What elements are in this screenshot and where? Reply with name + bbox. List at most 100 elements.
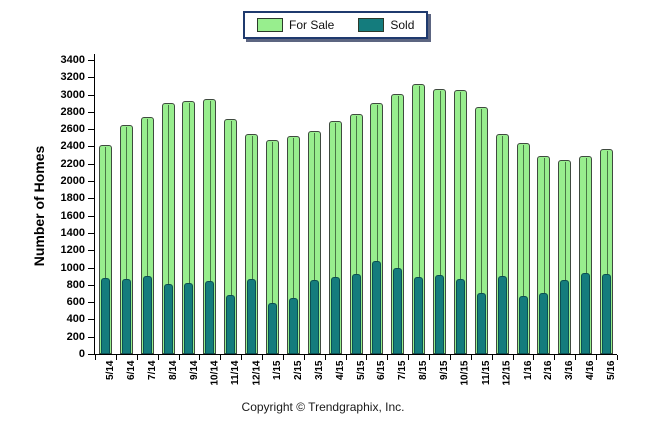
x-tick [345,355,347,360]
bar-sold [226,295,236,354]
for-sale-swatch [257,18,283,32]
bar-shading-line [293,138,295,353]
x-tick-label: 7/14 [146,360,158,380]
x-tick [512,355,514,360]
y-tick [88,94,94,96]
bar-shading-line [523,145,525,353]
y-axis-title: Number of Homes [31,145,47,267]
x-tick [324,355,326,360]
bar-shading-line [543,157,545,353]
y-tick [88,163,94,165]
bar-sold [247,278,257,354]
x-tick [366,355,368,360]
x-axis-line [94,354,617,355]
bar-shading-line [481,108,483,353]
bar-shading-line [460,92,462,353]
y-tick-label: 1600 [60,209,85,222]
bar-sold [602,273,612,354]
x-tick [241,355,243,360]
x-tick [303,355,305,360]
bar-sold [267,302,277,354]
bar-sold [163,283,173,354]
bar-sold [539,292,549,354]
x-tick [617,355,618,360]
y-axis-line [94,54,95,355]
x-tick-label: 10/15 [459,360,471,386]
x-tick [115,355,117,360]
x-tick [408,355,410,360]
bar-sold [476,293,486,354]
legend-label-sold: Sold [390,18,415,32]
x-tick-label: 1/15 [271,360,283,380]
y-tick-label: 1200 [60,244,85,257]
y-tick-label: 600 [66,296,85,309]
bar-shading-line [376,105,378,353]
x-tick-label: 3/16 [564,360,576,380]
x-tick [575,355,577,360]
x-tick-label: 1/16 [522,360,534,380]
bar-shading-line [314,132,316,353]
bar-shading-line [105,146,107,353]
y-tick [88,319,94,321]
y-tick [88,284,94,286]
x-tick [95,355,96,360]
y-tick [88,181,94,183]
x-tick-label: 6/15 [376,360,388,380]
y-tick-label: 800 [66,278,85,291]
bar-sold [372,260,382,354]
y-tick [88,336,94,338]
bar-sold [497,276,507,354]
y-tick [88,77,94,79]
y-tick [88,111,94,113]
y-tick [88,302,94,304]
bar-sold [184,283,194,354]
x-tick-label: 2/15 [292,360,304,380]
bar-sold [142,276,152,354]
x-tick-label: 5/15 [355,360,367,380]
x-tick-label: 9/15 [439,360,451,380]
y-tick [88,146,94,148]
x-tick-label: 11/15 [480,360,492,385]
x-tick-label: 12/15 [501,360,513,386]
x-tick-label: 8/14 [167,360,179,380]
bar-sold [351,273,361,354]
x-tick [282,355,284,360]
y-tick [88,267,94,269]
bar-shading-line [418,86,420,353]
x-tick [220,355,222,360]
y-tick [88,232,94,234]
x-tick-label: 3/15 [313,360,325,380]
x-tick-label: 12/14 [251,360,263,386]
bar-shading-line [335,123,337,353]
x-tick-label: 11/14 [230,360,242,385]
bar-for-sale [474,106,488,354]
x-tick-label: 10/14 [209,360,221,386]
y-tick-label: 1800 [60,192,85,205]
bar-sold [288,297,298,354]
copyright-text: Copyright © Trendgraphix, Inc. [241,400,405,414]
bar-sold [581,272,591,354]
bar-shading-line [502,135,504,353]
bar-shading-line [272,142,274,353]
x-tick-label: 5/16 [606,360,618,380]
legend-label-for-sale: For Sale [289,18,335,32]
legend-item-for-sale: For Sale [257,18,334,32]
y-tick [88,354,94,355]
x-tick [491,355,493,360]
x-tick [157,355,159,360]
y-tick-label: 3000 [60,88,85,101]
y-tick [88,129,94,131]
bar-sold [100,277,110,354]
y-tick-label: 1400 [60,226,85,239]
y-tick [88,215,94,217]
bar-shading-line [397,95,399,353]
bar-sold [205,280,215,354]
bar-shading-line [188,102,190,353]
y-tick-label: 3400 [60,54,85,66]
bar-sold [435,275,445,354]
x-tick-label: 2/16 [543,360,555,380]
bar-shading-line [209,100,211,353]
x-tick-label: 7/15 [397,360,409,380]
y-tick [88,250,94,252]
